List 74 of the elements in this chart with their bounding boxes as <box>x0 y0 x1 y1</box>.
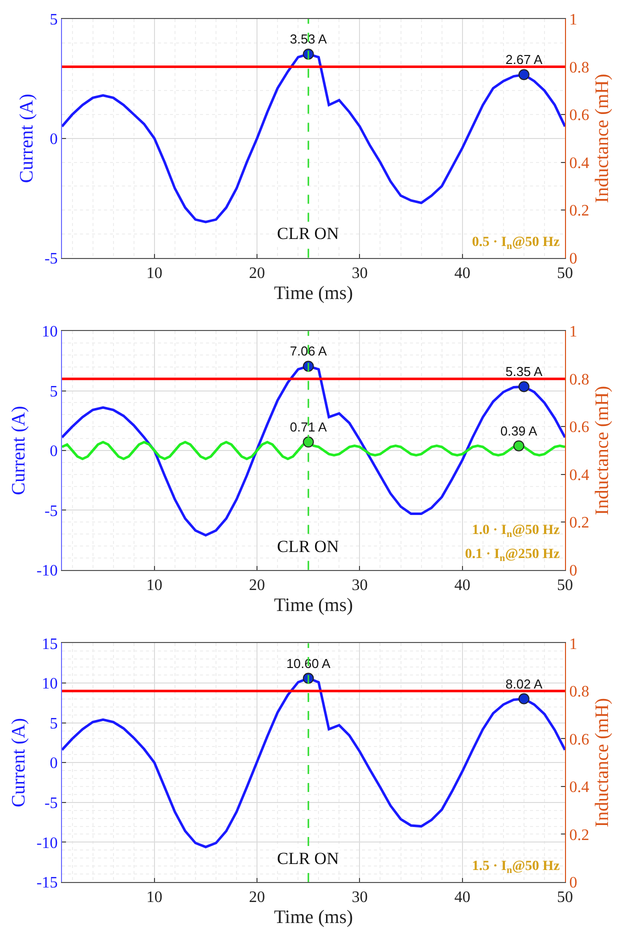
x-axis-title: Time (ms) <box>274 907 354 928</box>
annotation: 0.1 · I$_{n}$@250 Hz <box>465 547 560 564</box>
x-tick-label: 10 <box>146 889 162 906</box>
y2-tick-label: 0.8 <box>569 371 590 388</box>
y-tick-label: 5 <box>50 715 58 732</box>
x-tick-label: 30 <box>352 264 368 282</box>
y2-tick-label: 0 <box>569 250 578 268</box>
y2-tick-label: 0.4 <box>569 466 590 484</box>
y-tick-label: -10 <box>36 834 58 852</box>
data-label: 8.02 A <box>506 676 543 692</box>
x-tick-label: 20 <box>249 889 266 906</box>
y2-tick-label: 0.2 <box>569 202 590 220</box>
y2-axis-title: Inductance (mH) <box>592 698 613 828</box>
data-label: 0.71 A <box>290 420 328 435</box>
y-axis-title: Current (A) <box>16 94 38 183</box>
x-tick-label: 50 <box>557 577 573 594</box>
y-tick-label: -5 <box>44 795 58 812</box>
y-tick-label: 5 <box>50 383 58 400</box>
x-tick-label: 40 <box>454 264 470 282</box>
y-tick-label: 5 <box>50 12 58 29</box>
x-tick-label: 40 <box>454 889 470 906</box>
data-label: 3.53 A <box>290 32 328 47</box>
ref-line-label: CLR ON <box>277 224 339 243</box>
y-tick-label: 0 <box>50 130 58 148</box>
y2-tick-label: 1 <box>569 636 578 653</box>
y2-tick-label: 0.6 <box>569 107 590 124</box>
y-axis-title: Current (A) <box>8 718 30 808</box>
data-label: 10.60 A <box>286 656 331 671</box>
y2-tick-label: 0.2 <box>569 826 590 844</box>
y-tick-label: 0 <box>50 443 58 460</box>
y-tick-label: 10 <box>42 324 58 341</box>
y2-tick-label: 1 <box>569 12 578 29</box>
annotation: 1.5 · I$_{n}$@50 Hz <box>472 859 560 876</box>
y2-tick-label: 0.6 <box>569 731 590 748</box>
ref-line-label: CLR ON <box>277 849 339 868</box>
y2-tick-label: 0 <box>569 874 578 892</box>
y-tick-label: 15 <box>42 636 58 653</box>
point <box>518 381 530 392</box>
y2-tick-label: 0.8 <box>569 59 590 76</box>
data-label: 7.06 A <box>290 344 328 359</box>
y2-tick-label: 0.4 <box>569 154 590 172</box>
y2-tick-label: 0.2 <box>569 514 590 532</box>
annotation: 0.5 · I$_{n}$@50 Hz <box>472 235 560 252</box>
annotation: 1.0 · I$_{n}$@50 Hz <box>472 523 560 540</box>
x-tick-label: 30 <box>352 577 368 594</box>
y2-tick-label: 0.8 <box>569 684 590 701</box>
x-tick-label: 20 <box>249 264 266 282</box>
y2-tick-label: 0.4 <box>569 779 590 796</box>
y2-axis-title: Inductance (mH) <box>592 386 613 516</box>
y-axis-title: Current (A) <box>8 406 30 496</box>
data-label: 2.67 A <box>506 52 543 68</box>
y2-tick-label: 1 <box>569 324 578 341</box>
ref-line-label: CLR ON <box>277 537 339 556</box>
x-tick-label: 50 <box>557 264 573 282</box>
y-tick-label: 0 <box>50 755 58 772</box>
y-tick-label: 10 <box>42 676 58 693</box>
data-label: 0.39 A <box>500 423 538 438</box>
x-tick-label: 10 <box>146 264 162 282</box>
y-tick-label: -15 <box>36 874 58 892</box>
y-tick-label: -10 <box>36 562 58 580</box>
y-tick-label: -5 <box>44 502 58 520</box>
x-tick-label: 10 <box>146 577 162 594</box>
y2-tick-label: 0 <box>569 562 578 580</box>
point <box>513 440 524 452</box>
x-axis-title: Time (ms) <box>274 594 354 616</box>
y-tick-label: -5 <box>44 250 58 268</box>
data-label: 5.35 A <box>506 364 543 380</box>
x-tick-label: 50 <box>557 889 573 906</box>
x-tick-label: 30 <box>352 889 368 906</box>
y2-axis-title: Inductance (mH) <box>592 74 613 204</box>
x-tick-label: 20 <box>249 577 266 594</box>
x-tick-label: 40 <box>454 577 470 594</box>
x-axis-title: Time (ms) <box>274 282 354 304</box>
y2-tick-label: 0.6 <box>569 419 590 436</box>
